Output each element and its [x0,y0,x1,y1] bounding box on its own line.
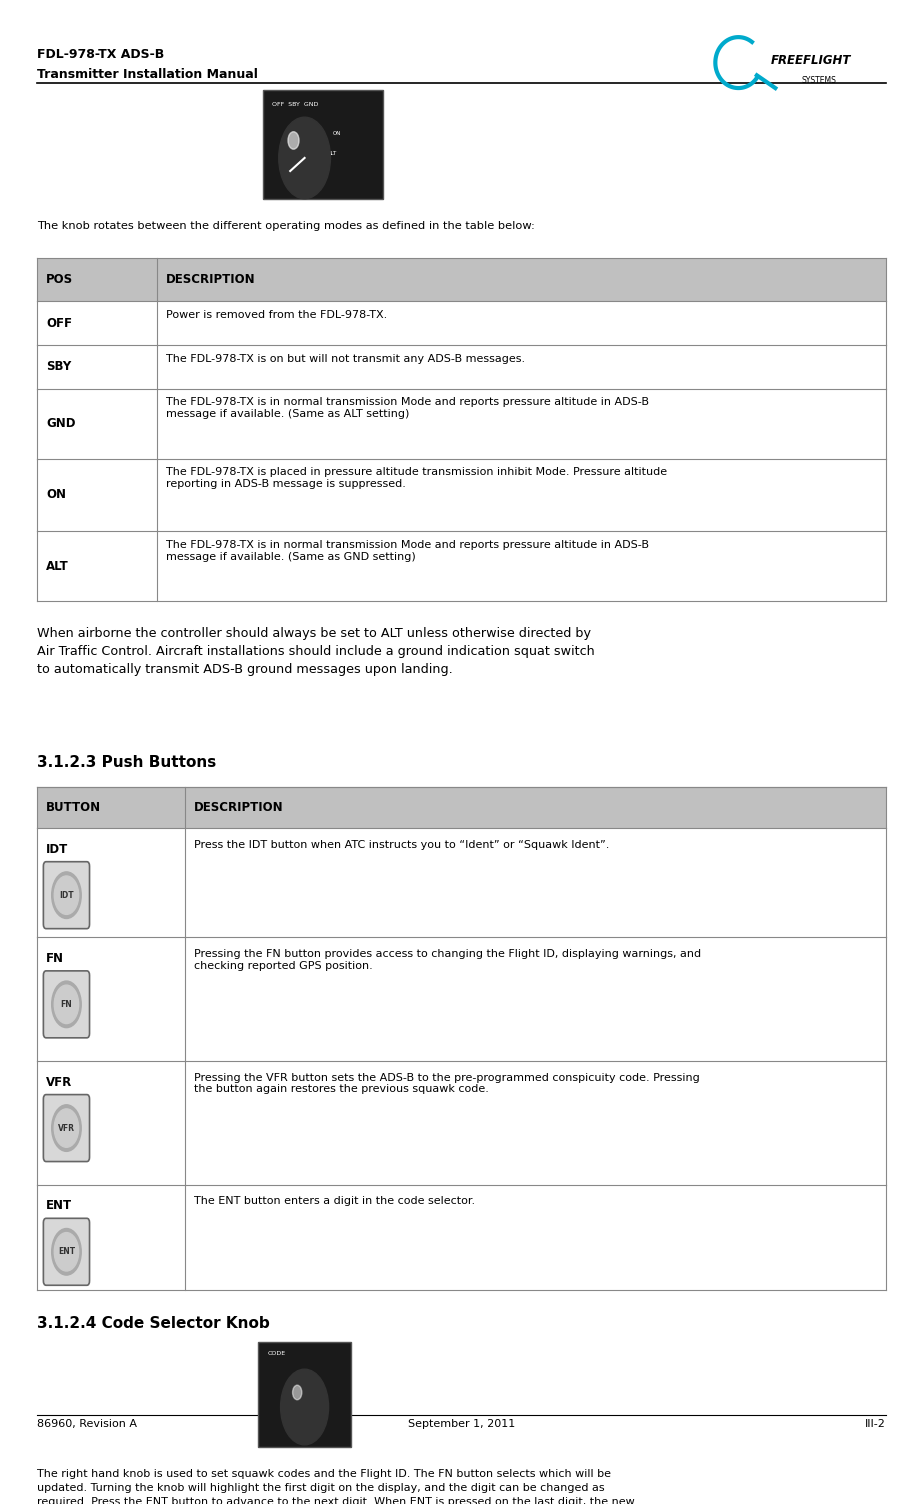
Circle shape [54,875,78,914]
FancyBboxPatch shape [37,1185,886,1289]
FancyBboxPatch shape [37,388,886,459]
Circle shape [281,1369,329,1445]
Text: The FDL-978-TX is in normal transmission Mode and reports pressure altitude in A: The FDL-978-TX is in normal transmission… [166,397,649,420]
FancyBboxPatch shape [258,1342,351,1447]
Text: When airborne the controller should always be set to ALT unless otherwise direct: When airborne the controller should alwa… [37,627,594,677]
FancyBboxPatch shape [37,1062,886,1185]
Text: ALT: ALT [46,559,69,573]
Circle shape [288,132,299,149]
FancyBboxPatch shape [37,829,886,937]
Text: FN: FN [46,952,65,966]
Text: ON: ON [46,489,66,501]
Circle shape [52,1229,81,1275]
Text: 3.1.2.4 Code Selector Knob: 3.1.2.4 Code Selector Knob [37,1316,270,1331]
Text: ENT: ENT [46,1199,72,1212]
Text: III-2: III-2 [865,1420,886,1429]
FancyBboxPatch shape [37,301,886,344]
Text: OFF  SBY  GND: OFF SBY GND [272,102,318,107]
FancyBboxPatch shape [43,972,90,1038]
Text: BUTTON: BUTTON [46,802,102,814]
Text: Power is removed from the FDL-978-TX.: Power is removed from the FDL-978-TX. [166,310,388,320]
Text: FN: FN [61,1000,72,1009]
Circle shape [52,872,81,919]
Text: VFR: VFR [46,1075,72,1089]
Text: VFR: VFR [58,1123,75,1133]
Text: ENT: ENT [58,1247,75,1256]
Text: IDT: IDT [59,890,74,899]
Text: The FDL-978-TX is in normal transmission Mode and reports pressure altitude in A: The FDL-978-TX is in normal transmission… [166,540,649,561]
FancyBboxPatch shape [263,90,383,200]
Text: Pressing the VFR button sets the ADS-B to the pre-programmed conspicuity code. P: Pressing the VFR button sets the ADS-B t… [194,1072,700,1095]
Circle shape [54,1233,78,1271]
Circle shape [52,1105,81,1152]
Circle shape [54,985,78,1024]
FancyBboxPatch shape [37,459,886,531]
Text: The FDL-978-TX is on but will not transmit any ADS-B messages.: The FDL-978-TX is on but will not transm… [166,353,525,364]
Text: Pressing the FN button provides access to changing the Flight ID, displaying war: Pressing the FN button provides access t… [194,949,701,970]
Text: IDT: IDT [46,842,68,856]
FancyBboxPatch shape [43,862,90,928]
Text: SBY: SBY [46,361,71,373]
Circle shape [54,1108,78,1148]
Text: 3.1.2.3 Push Buttons: 3.1.2.3 Push Buttons [37,755,216,770]
Text: Transmitter Installation Manual: Transmitter Installation Manual [37,68,258,81]
FancyBboxPatch shape [37,937,886,1062]
Text: The knob rotates between the different operating modes as defined in the table b: The knob rotates between the different o… [37,221,534,232]
Text: DESCRIPTION: DESCRIPTION [166,272,256,286]
FancyBboxPatch shape [37,788,886,829]
Text: The ENT button enters a digit in the code selector.: The ENT button enters a digit in the cod… [194,1197,475,1206]
Text: CODE: CODE [268,1351,286,1355]
Text: September 1, 2011: September 1, 2011 [408,1420,515,1429]
FancyBboxPatch shape [37,344,886,388]
Circle shape [52,981,81,1027]
Text: 86960, Revision A: 86960, Revision A [37,1420,137,1429]
Text: FREEFLIGHT: FREEFLIGHT [771,54,851,66]
FancyBboxPatch shape [37,257,886,301]
Text: GND: GND [46,417,76,430]
Text: DESCRIPTION: DESCRIPTION [194,802,283,814]
Text: SYSTEMS: SYSTEMS [801,75,836,84]
Circle shape [293,1385,302,1400]
Text: POS: POS [46,272,73,286]
Text: The FDL-978-TX is placed in pressure altitude transmission inhibit Mode. Pressur: The FDL-978-TX is placed in pressure alt… [166,468,667,489]
Text: FDL-978-TX ADS-B: FDL-978-TX ADS-B [37,48,164,62]
FancyBboxPatch shape [43,1218,90,1286]
Text: The right hand knob is used to set squawk codes and the Flight ID. The FN button: The right hand knob is used to set squaw… [37,1469,635,1504]
Text: Press the IDT button when ATC instructs you to “Ident” or “Squawk Ident”.: Press the IDT button when ATC instructs … [194,839,609,850]
FancyBboxPatch shape [43,1095,90,1161]
FancyBboxPatch shape [37,531,886,602]
Text: ON: ON [332,131,341,135]
Text: OFF: OFF [46,317,72,329]
Circle shape [279,117,330,199]
Text: ALT: ALT [328,152,337,156]
